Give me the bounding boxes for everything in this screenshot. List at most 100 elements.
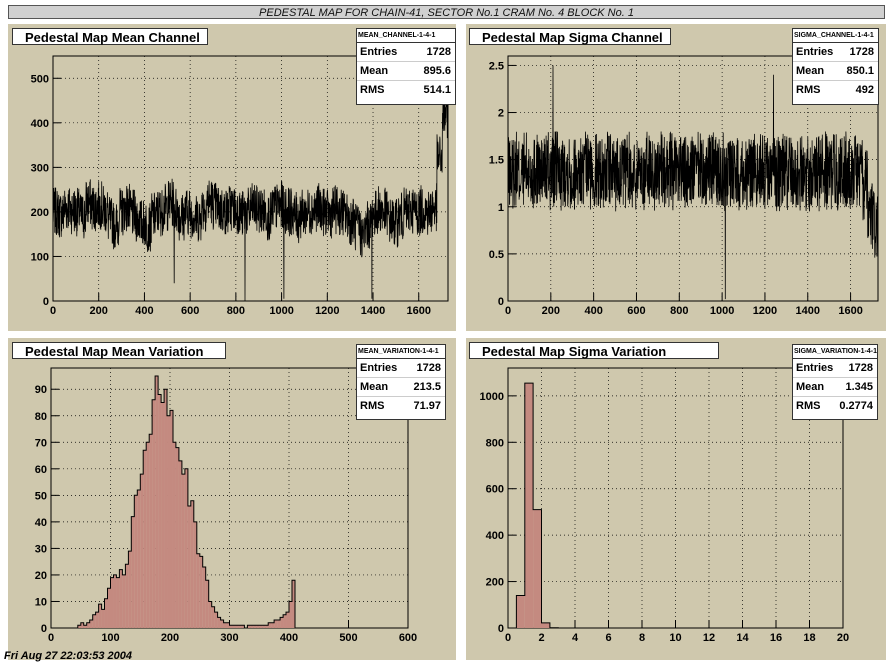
histogram-bar xyxy=(280,617,284,628)
histogram-bar xyxy=(116,577,120,628)
histogram-bar xyxy=(232,625,236,628)
histogram-bar xyxy=(217,617,221,628)
histogram-bar xyxy=(187,505,191,628)
y-tick-label: 800 xyxy=(486,437,504,449)
x-tick-label: 300 xyxy=(220,632,238,644)
x-tick-label: 1600 xyxy=(406,305,430,317)
stats-entries-value: 1728 xyxy=(416,362,441,374)
stats-mean-value: 850.1 xyxy=(846,65,874,77)
timestamp-footer: Fri Aug 27 22:03:53 2004 xyxy=(4,650,132,662)
stats-entries-value: 1728 xyxy=(426,46,451,58)
x-tick-label: 10 xyxy=(669,632,681,644)
y-tick-label: 50 xyxy=(35,490,47,502)
x-tick-label: 600 xyxy=(627,305,645,317)
histogram-bar xyxy=(283,614,287,628)
stats-box: SIGMA_CHANNEL-1-4-1 Entries 1728 Mean 850.… xyxy=(792,28,879,105)
stats-mean-value: 213.5 xyxy=(413,381,441,393)
histogram-bar xyxy=(167,415,170,628)
plot-frame xyxy=(52,55,449,302)
x-tick-label: 100 xyxy=(101,632,119,644)
y-tick-label: 500 xyxy=(31,73,49,85)
x-tick-label: 0 xyxy=(505,305,511,317)
histogram-bar xyxy=(175,447,179,628)
y-tick-label: 60 xyxy=(35,464,47,476)
histogram-bar xyxy=(229,625,233,628)
y-tick-label: 80 xyxy=(35,411,47,423)
histogram-bar xyxy=(161,402,165,628)
histogram-bar xyxy=(134,495,138,628)
histogram-bar xyxy=(89,620,93,628)
y-tick-label: 20 xyxy=(35,570,47,582)
histogram-bar xyxy=(95,612,99,628)
y-tick-label: 70 xyxy=(35,437,47,449)
histogram-bar xyxy=(223,622,227,628)
y-tick-label: 2 xyxy=(498,108,504,120)
series-line xyxy=(507,65,879,300)
stats-entries-value: 1728 xyxy=(848,362,873,374)
x-tick-label: 0 xyxy=(50,305,56,317)
x-tick-label: 1200 xyxy=(315,305,339,317)
histogram-bar xyxy=(104,598,108,628)
histogram-bar xyxy=(98,604,102,628)
histogram-bar xyxy=(196,553,200,628)
histogram-bar xyxy=(143,450,147,628)
y-tick-label: 600 xyxy=(486,484,504,496)
x-tick-label: 400 xyxy=(280,632,298,644)
stats-rms-label: RMS xyxy=(796,84,821,96)
x-tick-label: 20 xyxy=(837,632,849,644)
stats-entries-label: Entries xyxy=(360,362,398,374)
histogram-bar xyxy=(291,580,295,628)
histogram-bar xyxy=(80,622,84,628)
x-tick-label: 400 xyxy=(135,305,153,317)
histogram-bar xyxy=(220,620,224,628)
stats-histogram-name: MEAN_CHANNEL-1-4-1 xyxy=(357,29,455,43)
histogram-bar xyxy=(199,556,203,628)
stats-box: MEAN_VARIATION-1-4-1 Entries 1728 Mean 213… xyxy=(356,344,446,420)
histogram-bar xyxy=(140,474,144,628)
histogram-bar xyxy=(238,625,242,628)
y-tick-label: 0.5 xyxy=(489,249,504,261)
y-tick-label: 300 xyxy=(31,162,49,174)
panel-title: Pedestal Map Sigma Variation xyxy=(469,342,719,359)
histogram-bar xyxy=(289,601,292,628)
histogram-bar xyxy=(247,625,251,628)
y-tick-label: 0 xyxy=(498,623,504,635)
y-tick-label: 1 xyxy=(498,202,504,214)
histogram-bar xyxy=(286,612,289,628)
histogram-bar xyxy=(262,625,266,628)
histogram-bar xyxy=(208,601,212,628)
y-tick-label: 10 xyxy=(35,596,47,608)
histogram-bar xyxy=(193,521,197,628)
x-tick-label: 1000 xyxy=(269,305,293,317)
panel-title: Pedestal Map Sigma Channel xyxy=(469,28,671,45)
histogram-bar xyxy=(202,566,206,628)
x-tick-label: 200 xyxy=(161,632,179,644)
y-tick-label: 1000 xyxy=(480,391,504,403)
stats-entries-label: Entries xyxy=(796,46,834,58)
histogram-bar xyxy=(164,389,168,628)
stats-mean-label: Mean xyxy=(360,381,389,393)
x-tick-label: 1400 xyxy=(361,305,385,317)
histogram-bar xyxy=(125,564,129,628)
histogram-bar xyxy=(516,595,525,628)
x-tick-label: 1200 xyxy=(753,305,777,317)
histogram-bar xyxy=(211,606,215,628)
histogram-bar xyxy=(178,460,182,628)
x-tick-label: 14 xyxy=(736,632,749,644)
x-tick-label: 2 xyxy=(538,632,544,644)
histogram-bar xyxy=(184,468,188,628)
histogram-bar xyxy=(131,516,135,628)
x-tick-label: 8 xyxy=(639,632,645,644)
x-tick-label: 800 xyxy=(227,305,245,317)
page-banner: PEDESTAL MAP FOR CHAIN-41, SECTOR No.1 C… xyxy=(8,5,885,19)
y-tick-label: 30 xyxy=(35,543,47,555)
histogram-bar xyxy=(524,383,534,628)
x-tick-label: 1000 xyxy=(710,305,734,317)
stats-histogram-name: MEAN_VARIATION-1-4-1 xyxy=(357,345,445,359)
histogram-bar xyxy=(253,625,257,628)
histogram-bar xyxy=(235,625,239,628)
stats-rms-value: 71.97 xyxy=(413,400,441,412)
histogram-bar xyxy=(107,588,111,628)
histogram-bar xyxy=(149,434,153,628)
chart-mean-variation: 0 100 200 300 400 500 600 0 10 20 30 40 50 60 70 80 90 xyxy=(35,367,417,644)
